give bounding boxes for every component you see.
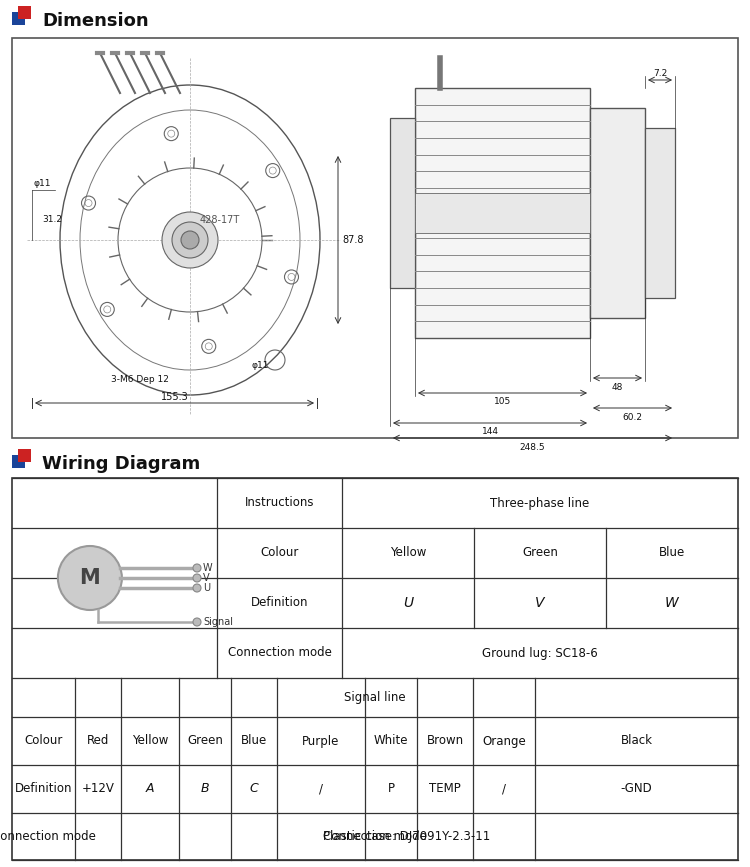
Text: 428-17T: 428-17T: [200, 215, 240, 225]
Text: Connection mode: Connection mode: [0, 830, 95, 843]
Text: White: White: [374, 734, 408, 747]
Text: Orange: Orange: [482, 734, 526, 747]
Text: B: B: [201, 783, 209, 796]
Circle shape: [193, 584, 201, 592]
Text: Instructions: Instructions: [244, 497, 314, 510]
Text: Connection mode: Connection mode: [323, 830, 427, 843]
Circle shape: [181, 231, 199, 249]
Text: Blue: Blue: [241, 734, 267, 747]
Text: Definition: Definition: [251, 596, 308, 610]
Circle shape: [58, 546, 122, 610]
Text: Colour: Colour: [24, 734, 63, 747]
Bar: [645, 128, 675, 298]
Text: W: W: [665, 596, 679, 610]
Text: 155.3: 155.3: [160, 392, 188, 402]
Text: 31.2: 31.2: [42, 216, 62, 225]
Text: φ11: φ11: [251, 361, 268, 369]
Text: Red: Red: [87, 734, 109, 747]
Text: Plastic case: DJ7091Y-2.3-11: Plastic case: DJ7091Y-2.3-11: [322, 830, 490, 843]
Bar: [12, 12, 25, 25]
Circle shape: [193, 618, 201, 626]
Text: Blue: Blue: [658, 546, 686, 559]
Text: Dimension: Dimension: [42, 12, 148, 30]
Text: -GND: -GND: [621, 783, 652, 796]
Text: Brown: Brown: [427, 734, 464, 747]
Circle shape: [162, 212, 218, 268]
Text: Green: Green: [522, 546, 558, 559]
Bar: [415, 88, 590, 338]
Text: /: /: [502, 783, 506, 796]
Text: C: C: [250, 783, 258, 796]
Bar: [18, 449, 31, 462]
Text: Wiring Diagram: Wiring Diagram: [42, 455, 200, 473]
Text: Ground lug: SC18-6: Ground lug: SC18-6: [482, 647, 598, 660]
Text: Signal line: Signal line: [344, 691, 406, 704]
Text: 248.5: 248.5: [520, 442, 545, 452]
Text: /: /: [319, 783, 323, 796]
Bar: [590, 108, 645, 318]
Text: φ11: φ11: [33, 179, 51, 188]
Text: Green: Green: [187, 734, 223, 747]
Text: 3-M6 Dep 12: 3-M6 Dep 12: [111, 375, 169, 384]
Text: +12V: +12V: [82, 783, 115, 796]
Text: 7.2: 7.2: [652, 68, 668, 77]
Circle shape: [193, 564, 201, 572]
Text: Connection mode: Connection mode: [227, 647, 332, 660]
Text: Definition: Definition: [15, 783, 72, 796]
Bar: [12, 38, 738, 438]
Circle shape: [193, 574, 201, 582]
Text: P: P: [388, 783, 394, 796]
Text: Purple: Purple: [302, 734, 340, 747]
Circle shape: [172, 222, 208, 258]
Text: 105: 105: [494, 397, 512, 407]
Text: U: U: [203, 583, 210, 593]
Text: 144: 144: [482, 427, 499, 436]
Text: Black: Black: [620, 734, 652, 747]
Text: Yellow: Yellow: [390, 546, 426, 559]
Text: Yellow: Yellow: [132, 734, 168, 747]
Bar: [12, 455, 25, 468]
Bar: [12, 478, 738, 860]
Text: V: V: [536, 596, 544, 610]
Text: W: W: [203, 563, 213, 573]
Bar: [18, 6, 31, 19]
Text: Three-phase line: Three-phase line: [490, 497, 590, 510]
Text: TEMP: TEMP: [429, 783, 460, 796]
Text: Signal: Signal: [203, 617, 233, 627]
Text: 87.8: 87.8: [342, 235, 364, 245]
Text: Colour: Colour: [260, 546, 299, 559]
Text: 48: 48: [612, 382, 623, 392]
Bar: [415, 193, 590, 233]
Text: V: V: [203, 573, 209, 583]
Bar: [390, 118, 415, 288]
Text: A: A: [146, 783, 154, 796]
Text: 60.2: 60.2: [622, 413, 643, 421]
Text: M: M: [80, 568, 100, 588]
Text: U: U: [403, 596, 413, 610]
